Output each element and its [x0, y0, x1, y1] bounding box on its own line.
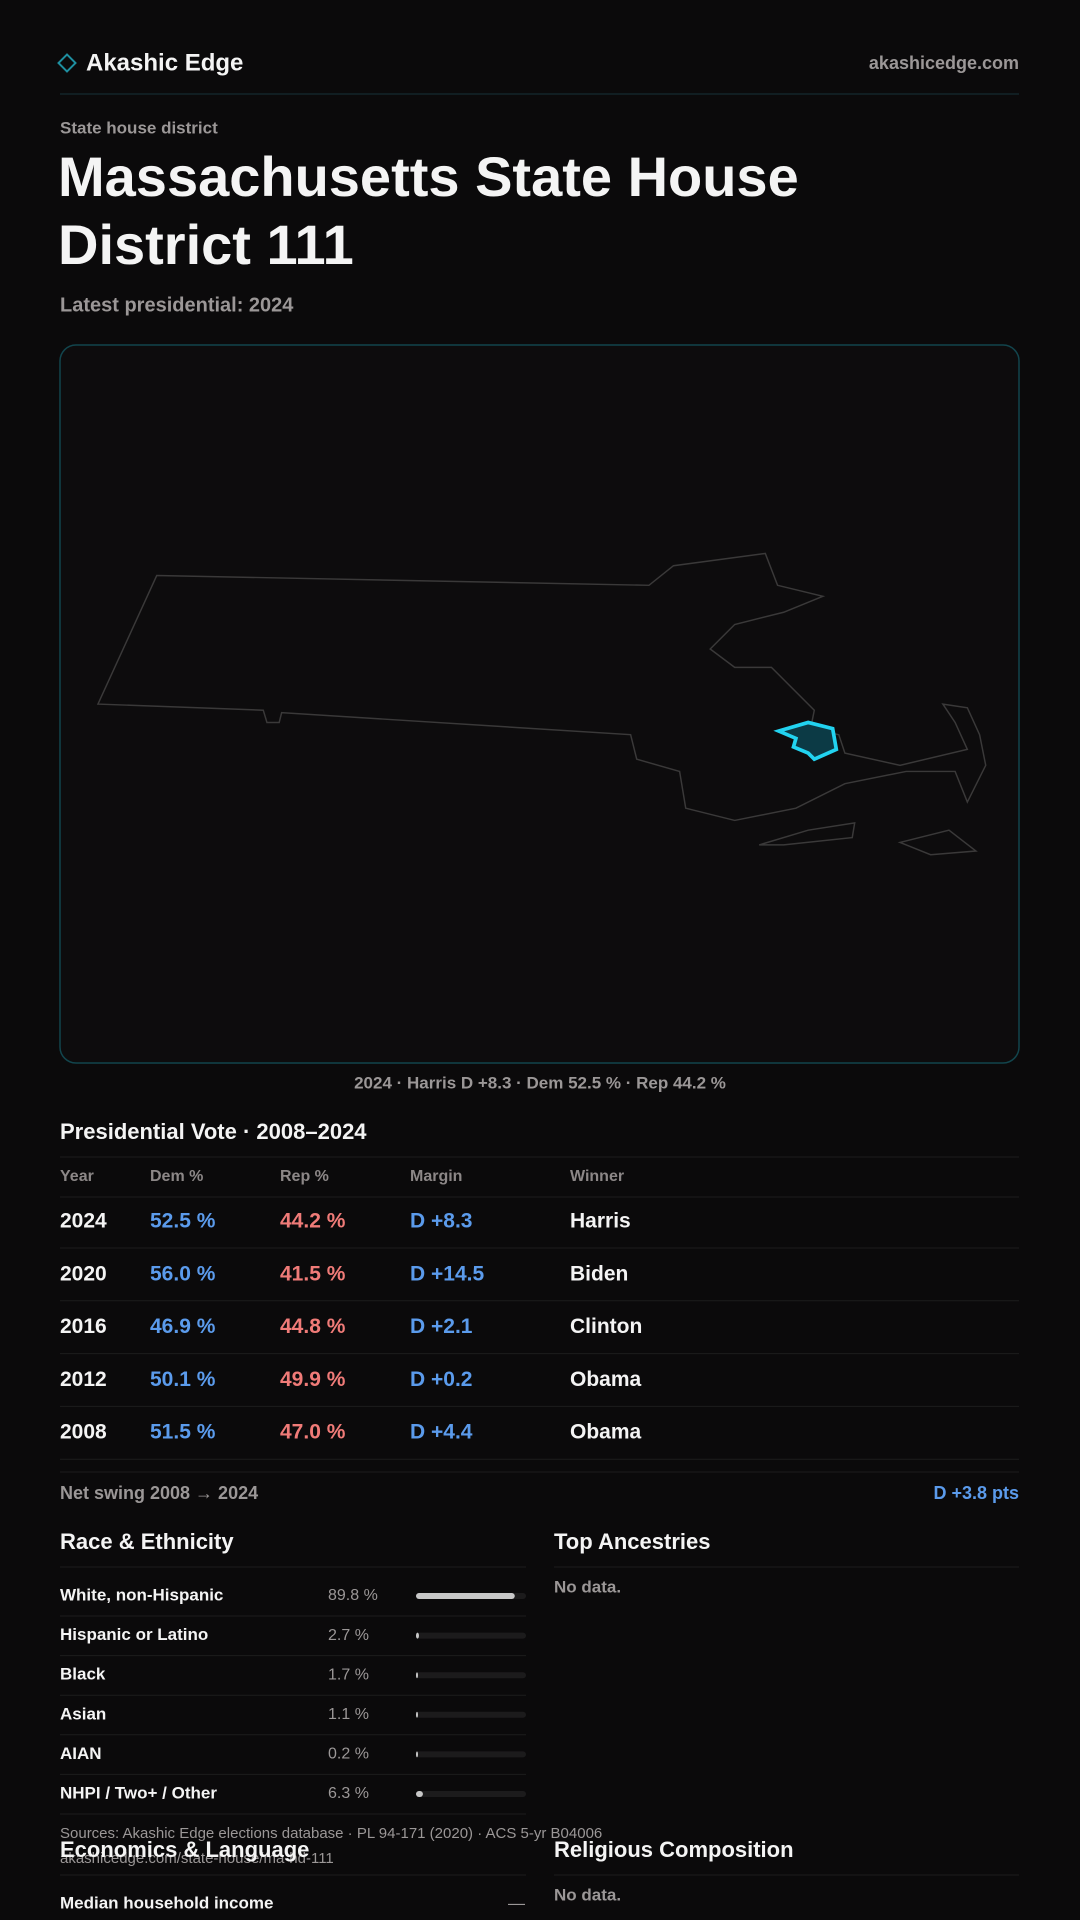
section-title: Presidential Vote · 2008–2024	[60, 1119, 367, 1144]
cell: 51.5 %	[150, 1421, 216, 1444]
cell: D +14.5	[410, 1262, 484, 1285]
cell: 47.0 %	[280, 1421, 346, 1444]
state-outline	[96, 552, 987, 822]
cell: 46.9 %	[150, 1315, 216, 1338]
cell: Biden	[570, 1262, 628, 1285]
net-swing: D +3.8 pts	[933, 1483, 1019, 1503]
cell: 2012	[60, 1368, 107, 1391]
note: No data.	[554, 1577, 621, 1596]
cell: 49.9 %	[280, 1368, 346, 1391]
race-label: Hispanic or Latino	[60, 1625, 208, 1644]
section-title: Economics & Language	[60, 1837, 309, 1862]
title: District 111	[58, 213, 354, 276]
bar-track	[416, 1751, 526, 1758]
cell: 2016	[60, 1315, 107, 1338]
bar	[416, 1593, 515, 1599]
map	[96, 552, 987, 856]
race-label: AIAN	[60, 1744, 102, 1763]
race-value: 6.3 %	[328, 1785, 369, 1802]
title: Massachusetts State House	[58, 145, 799, 208]
cell: D +4.4	[410, 1421, 473, 1444]
bar	[416, 1711, 418, 1718]
race-label: Black	[60, 1665, 106, 1684]
kicker: State house district	[60, 118, 218, 137]
econ-value: —	[508, 1893, 525, 1912]
cell: D +2.1	[410, 1315, 473, 1338]
bar	[416, 1751, 418, 1758]
site-link[interactable]: akashicedge.com	[869, 53, 1019, 73]
district	[773, 720, 839, 762]
race-value: 0.2 %	[328, 1746, 369, 1763]
column-header: Year	[60, 1168, 94, 1185]
sources: Sources: Akashic Edge elections database…	[60, 1825, 602, 1842]
bar-track	[416, 1711, 526, 1718]
cell: 2008	[60, 1421, 107, 1444]
url: akashicedge.com/state-house/ma-hd-111	[60, 1850, 334, 1867]
econ-label: Median household income	[60, 1893, 273, 1912]
map-caption: 2024 · Harris D +8.3 · Dem 52.5 % · Rep …	[354, 1073, 726, 1092]
subtitle: Latest presidential: 2024	[60, 294, 294, 316]
race-value: 1.7 %	[328, 1666, 369, 1683]
map-panel	[59, 344, 1020, 1064]
race-label: NHPI / Two+ / Other	[60, 1783, 217, 1802]
race-value: 1.1 %	[328, 1706, 369, 1723]
brand: Akashic Edge	[86, 49, 243, 76]
race-value: 2.7 %	[328, 1627, 369, 1644]
column-header: Dem %	[150, 1168, 203, 1185]
bar	[416, 1672, 418, 1679]
cell: Harris	[570, 1210, 631, 1233]
note: No data.	[554, 1885, 621, 1904]
cell: D +0.2	[410, 1368, 472, 1391]
section-title: Top Ancestries	[554, 1529, 710, 1554]
net-swing-label: Net swing 2008 → 2024	[60, 1483, 258, 1503]
cell: 52.5 %	[150, 1210, 216, 1233]
cell: D +8.3	[410, 1210, 472, 1233]
bar	[416, 1632, 419, 1639]
race-value: 89.8 %	[328, 1587, 378, 1604]
cell: 2024	[60, 1210, 107, 1233]
cell: 2020	[60, 1262, 107, 1285]
bar-track	[416, 1791, 526, 1797]
section-title: Religious Composition	[554, 1837, 794, 1862]
column-header: Margin	[410, 1168, 462, 1185]
bar-track	[416, 1672, 526, 1679]
section-title: Race & Ethnicity	[60, 1529, 234, 1554]
cell: 56.0 %	[150, 1262, 216, 1285]
cell: 50.1 %	[150, 1368, 216, 1391]
cell: Obama	[570, 1421, 642, 1444]
bar	[416, 1791, 423, 1797]
column-header: Winner	[570, 1168, 624, 1185]
logo	[57, 53, 77, 73]
islands	[758, 821, 978, 856]
cell: Clinton	[570, 1315, 642, 1338]
column-header: Rep %	[280, 1168, 329, 1185]
race-label: White, non-Hispanic	[60, 1585, 223, 1604]
race-label: Asian	[60, 1704, 106, 1723]
cell: 44.8 %	[280, 1315, 346, 1338]
cell: Obama	[570, 1368, 642, 1391]
bar-track	[416, 1632, 526, 1639]
cell: 41.5 %	[280, 1262, 346, 1285]
cell: 44.2 %	[280, 1210, 346, 1233]
